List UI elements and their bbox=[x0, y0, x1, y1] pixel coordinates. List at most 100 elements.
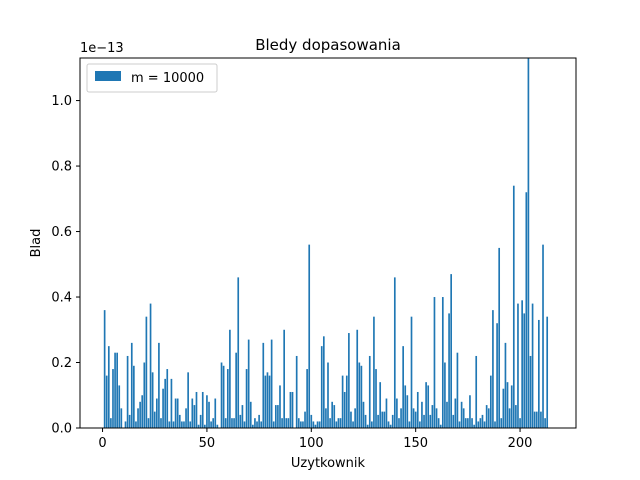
bar bbox=[343, 391, 346, 428]
bar bbox=[204, 424, 206, 428]
bar bbox=[512, 185, 515, 428]
bar bbox=[439, 424, 442, 428]
bar bbox=[210, 421, 212, 428]
bar bbox=[170, 378, 173, 428]
bar bbox=[264, 375, 267, 428]
bar bbox=[540, 411, 542, 428]
bar bbox=[496, 323, 498, 428]
bar bbox=[105, 375, 108, 428]
bar bbox=[306, 369, 308, 428]
bar bbox=[285, 418, 288, 428]
bar bbox=[481, 414, 484, 428]
bar bbox=[176, 398, 179, 428]
bar bbox=[137, 408, 139, 428]
bar bbox=[231, 418, 233, 428]
bar bbox=[429, 414, 432, 428]
x-tick-label: 150 bbox=[403, 436, 428, 451]
bar bbox=[302, 421, 304, 428]
bar bbox=[262, 342, 265, 428]
bar bbox=[542, 244, 544, 428]
bar bbox=[544, 418, 546, 428]
bar bbox=[166, 369, 169, 428]
plot-frame bbox=[79, 57, 577, 429]
y-tick-label: 0.6 bbox=[51, 225, 72, 240]
bar bbox=[485, 405, 488, 428]
bar bbox=[362, 401, 365, 428]
bar bbox=[444, 362, 446, 428]
bar bbox=[546, 316, 549, 428]
bar bbox=[172, 421, 175, 428]
bar bbox=[452, 414, 455, 428]
bar bbox=[243, 421, 246, 428]
y-tick-label: 0.4 bbox=[51, 291, 72, 306]
bar bbox=[147, 418, 150, 428]
bar bbox=[195, 391, 198, 428]
bar bbox=[185, 408, 187, 428]
bar bbox=[414, 411, 417, 428]
bar bbox=[412, 408, 415, 428]
bar bbox=[358, 362, 361, 428]
bar bbox=[266, 372, 269, 428]
bar bbox=[345, 375, 348, 428]
bar bbox=[467, 418, 469, 428]
bar bbox=[446, 401, 448, 428]
y-axis-label: Blad bbox=[29, 229, 44, 258]
bar bbox=[224, 418, 227, 428]
bar bbox=[515, 405, 517, 428]
bar bbox=[206, 395, 208, 428]
bar bbox=[168, 421, 171, 428]
bar bbox=[389, 424, 392, 428]
bars-group bbox=[103, 58, 549, 428]
bar bbox=[256, 421, 258, 428]
bar bbox=[254, 418, 256, 428]
y-tick-label: 1.0 bbox=[51, 94, 72, 109]
bar bbox=[164, 378, 167, 428]
bar bbox=[337, 418, 340, 428]
bar bbox=[487, 408, 490, 428]
bar bbox=[220, 362, 223, 428]
bar bbox=[489, 375, 492, 428]
bar bbox=[535, 411, 538, 428]
bar bbox=[118, 385, 121, 428]
bar bbox=[435, 408, 438, 428]
bar bbox=[174, 398, 177, 428]
bar bbox=[360, 365, 363, 428]
y-tick-label: 0.2 bbox=[51, 356, 72, 371]
x-tick-label: 0 bbox=[98, 436, 106, 451]
bar bbox=[258, 414, 260, 428]
bar bbox=[368, 355, 371, 428]
bar bbox=[318, 421, 321, 428]
bar bbox=[272, 421, 275, 428]
bar bbox=[391, 414, 394, 428]
bar bbox=[406, 395, 409, 428]
bar bbox=[506, 382, 509, 428]
bar bbox=[291, 391, 294, 428]
bar bbox=[222, 365, 225, 428]
bar bbox=[316, 421, 319, 428]
bar bbox=[471, 418, 473, 428]
bar bbox=[402, 346, 404, 428]
bar bbox=[525, 192, 528, 428]
bar bbox=[274, 405, 277, 428]
bar bbox=[268, 375, 271, 428]
bar bbox=[149, 303, 152, 428]
bar bbox=[191, 398, 194, 428]
bar bbox=[279, 385, 281, 428]
bar bbox=[371, 421, 373, 428]
bar bbox=[197, 424, 200, 428]
bar bbox=[469, 395, 471, 428]
bar bbox=[421, 401, 423, 428]
bar bbox=[423, 414, 425, 428]
legend-swatch bbox=[95, 71, 121, 81]
bar bbox=[475, 355, 478, 428]
bar bbox=[247, 339, 250, 428]
bar bbox=[270, 339, 273, 428]
bar bbox=[312, 421, 315, 428]
bar bbox=[448, 313, 450, 428]
bar bbox=[508, 408, 511, 428]
bar bbox=[456, 352, 459, 428]
bar bbox=[201, 391, 204, 428]
bar bbox=[410, 316, 413, 428]
bar bbox=[521, 300, 523, 428]
bar bbox=[277, 405, 279, 428]
